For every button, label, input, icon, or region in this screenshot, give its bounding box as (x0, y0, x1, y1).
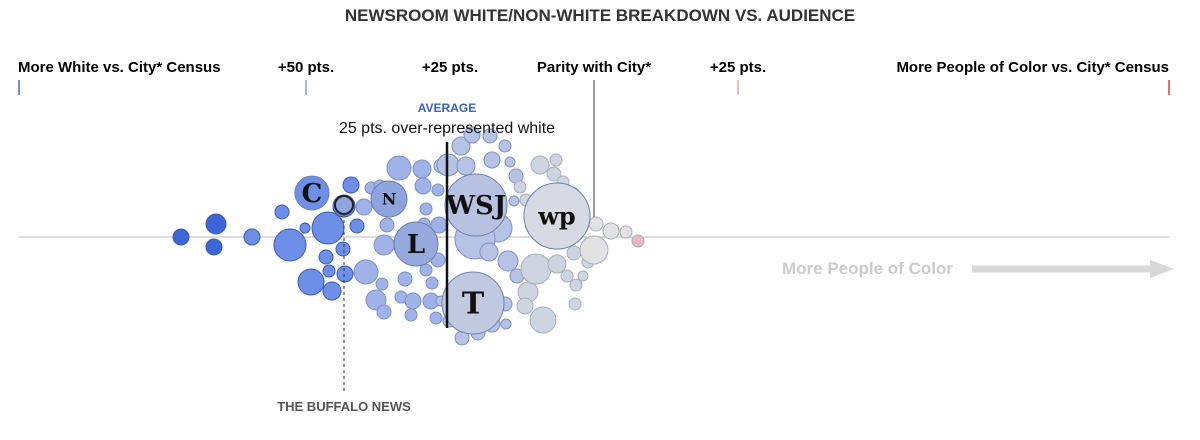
newsroom-bubble (335, 241, 351, 257)
newsroom-bubble (530, 155, 550, 175)
newsroom-bubble (414, 177, 432, 195)
logo-mark-c: C (302, 179, 323, 209)
newsroom-bubble (560, 269, 574, 283)
newsroom-bubble (243, 228, 261, 246)
label-plus-25-poc: +25 pts. (710, 59, 766, 76)
newsroom-bubble (463, 126, 481, 144)
newsroom-bubble (297, 268, 325, 296)
newsroom-bubble (318, 249, 334, 265)
newsroom-bubble (376, 304, 392, 320)
newsroom-bubble (497, 250, 519, 272)
newsroom-bubble (373, 234, 395, 256)
newsroom-bubble (631, 234, 645, 248)
logo-bubble-circle (441, 271, 505, 335)
direction-label: More People of Color (782, 259, 953, 278)
logo-mark-wp: wp (537, 201, 575, 230)
newsroom-bubble (404, 292, 422, 310)
logo-bubble-t: T (441, 271, 505, 335)
newsroom-bubble (425, 276, 439, 290)
newsroom-bubble (349, 218, 365, 234)
logo-bubble-circle (294, 175, 330, 211)
newsroom-bubble (274, 204, 290, 220)
callout-buffalo-news: THE BUFFALO NEWS (277, 399, 411, 414)
bubble-cluster: C N L WSJ wp T (172, 126, 645, 346)
logo-bubble-circle (370, 180, 408, 218)
newsroom-bubble (404, 308, 418, 322)
newsroom-bubble (386, 155, 412, 181)
logo-mark-l: L (407, 230, 425, 260)
logo-mark-wsj: WSJ (445, 191, 506, 221)
newsroom-bubble (419, 263, 433, 277)
logo-mark-t: T (462, 287, 485, 322)
newsroom-bubble (516, 297, 534, 315)
buffalo-news-bubble (334, 195, 354, 215)
logo-bubble-circle (444, 173, 508, 237)
newsroom-bubble (205, 238, 223, 256)
newsroom-bubble (419, 202, 433, 216)
newsroom-bubble (355, 198, 373, 216)
newsroom-bubble (353, 259, 379, 285)
newsroom-bubble (566, 245, 582, 261)
newsroom-bubble (431, 183, 445, 197)
label-plus-25-white: +25 pts. (422, 59, 478, 76)
newsroom-bubble (577, 270, 589, 282)
logo-mark-n: N (382, 190, 397, 209)
direction-arrow-head (1150, 260, 1174, 278)
newsroom-bubble (569, 278, 583, 292)
newsroom-bubble (602, 222, 620, 240)
logo-bubble-circle (523, 182, 591, 250)
newsroom-bubble (375, 277, 389, 291)
newsroom-bubble (513, 180, 527, 194)
newsroom-bubble (479, 242, 499, 262)
logo-bubble-l: L (393, 221, 439, 267)
logo-bubble-n: N (370, 180, 408, 218)
newsroom-bubble (568, 297, 582, 311)
newsroom-bubble (429, 311, 443, 325)
logo-bubble-c: C (294, 175, 330, 211)
chart-title: NEWSROOM WHITE/NON-WHITE BREAKDOWN VS. A… (345, 6, 855, 25)
label-more-poc: More People of Color vs. City* Census (896, 59, 1169, 76)
newsroom-bubble (482, 128, 498, 144)
newsroom-bubble (451, 136, 471, 156)
logo-bubble-wp: wp (523, 182, 591, 250)
newsroom-bubble (397, 271, 413, 287)
newsroom-bubble (508, 195, 520, 207)
newsroom-bubble (456, 156, 476, 176)
average-label: AVERAGE (418, 101, 476, 115)
newsroom-bubble (504, 156, 516, 168)
newsroom-bubble (546, 166, 562, 182)
newsroom-bubble (342, 176, 360, 194)
average-note: 25 pts. over-represented white (339, 120, 555, 137)
newsroom-bubble (322, 264, 336, 278)
newsroom-bubble (520, 253, 552, 285)
newsroom-bubble (588, 216, 604, 232)
newsroom-bubble (619, 225, 633, 239)
newsroom-bubble (311, 211, 345, 245)
logo-bubble-wsj: WSJ (444, 173, 508, 237)
newsroom-bubble (336, 265, 354, 283)
newsroom-bubble (500, 318, 512, 330)
newsroom-bubble (579, 235, 609, 265)
newsroom-bubble (299, 222, 311, 234)
newsroom-bubble (547, 254, 567, 274)
newsroom-bubble (379, 217, 395, 233)
newsroom-bubble (172, 228, 190, 246)
label-parity: Parity with City* (537, 59, 651, 76)
newsroom-bubble (322, 281, 342, 301)
newsroom-bubble (365, 289, 387, 311)
label-more-white: More White vs. City* Census (18, 59, 221, 76)
newsroom-bubble (529, 306, 557, 334)
label-plus-50-white: +50 pts. (278, 59, 334, 76)
newsroom-bubble (273, 228, 307, 262)
newsroom-bubble (205, 213, 227, 235)
logo-bubble-circle (393, 221, 439, 267)
newsroom-bubble (498, 139, 512, 153)
newsroom-bubble (483, 151, 501, 169)
newsroom-bubble (412, 159, 432, 179)
newsroom-bubble (549, 153, 563, 167)
